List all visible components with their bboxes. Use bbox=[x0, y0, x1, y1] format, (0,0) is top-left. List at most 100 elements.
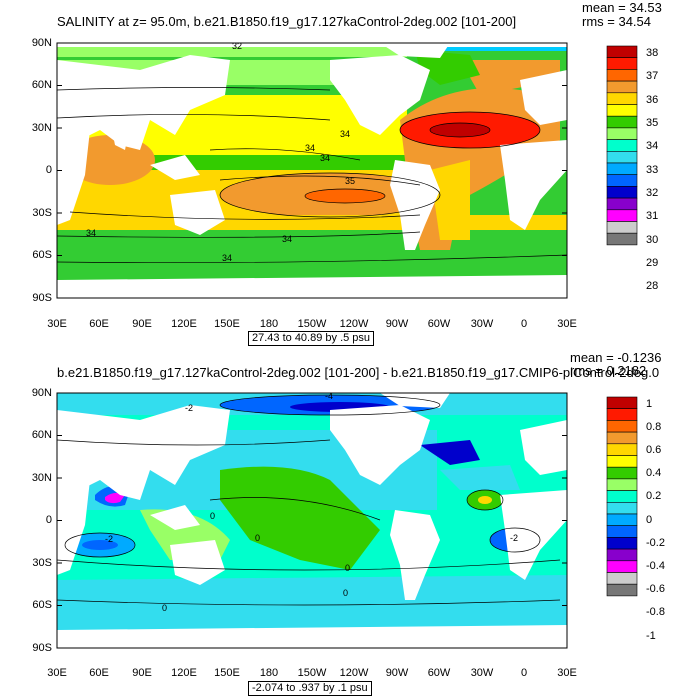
colorbar-swatch bbox=[606, 583, 638, 597]
lon-label: 120E bbox=[171, 318, 197, 330]
contour-label: -2 bbox=[105, 534, 114, 544]
colorbar-label: 0.8 bbox=[646, 421, 662, 433]
colorbar-swatch bbox=[606, 45, 638, 58]
panel2-colorbar bbox=[606, 396, 638, 597]
colorbar-swatch bbox=[606, 197, 638, 211]
panel1-title: SALINITY at z= 95.0m, b.e21.B1850.f19_g1… bbox=[57, 14, 517, 29]
colorbar-label: 0 bbox=[646, 514, 653, 526]
panel1-map bbox=[57, 43, 567, 298]
contour-label: -2 bbox=[510, 533, 519, 543]
colorbar-label: 30 bbox=[646, 234, 659, 246]
lon-label: 120W bbox=[339, 318, 369, 330]
lon-label: 60E bbox=[89, 318, 109, 330]
contour-label: 34 bbox=[86, 228, 97, 238]
colorbar-label: -0.8 bbox=[646, 606, 665, 618]
panel1-mean: mean = 34.53 bbox=[582, 0, 662, 15]
contour-label: 34 bbox=[320, 153, 331, 163]
lon-label: 30E bbox=[47, 318, 67, 330]
colorbar-label: 33 bbox=[646, 164, 659, 176]
lat-label: 60S bbox=[32, 249, 52, 261]
contour-label: -2 bbox=[185, 403, 194, 413]
colorbar-swatch bbox=[606, 69, 638, 82]
contour-label: 32 bbox=[232, 41, 243, 51]
lat-label: 90S bbox=[32, 292, 52, 304]
contour-label: 0 bbox=[162, 603, 168, 613]
lat-label: 60N bbox=[31, 429, 52, 441]
panel2-title: b.e21.B1850.f19_g17.127kaControl-2deg.00… bbox=[57, 366, 660, 380]
contour-label: -4 bbox=[325, 391, 334, 401]
panel1-rms: rms = 34.54 bbox=[582, 14, 652, 29]
colorbar-label: 0.6 bbox=[646, 444, 662, 456]
lat-label: 30N bbox=[31, 122, 52, 134]
panel2-ticks bbox=[57, 435, 567, 606]
colorbar-label: 38 bbox=[646, 47, 659, 59]
colorbar-swatch bbox=[606, 209, 638, 222]
lat-label: 90N bbox=[31, 387, 52, 399]
colorbar-swatch bbox=[606, 560, 638, 573]
colorbar-label: 34 bbox=[646, 140, 659, 152]
colorbar-swatch bbox=[606, 127, 638, 140]
lat-label: 90N bbox=[31, 37, 52, 49]
colorbar-label: 37 bbox=[646, 70, 659, 82]
colorbar-label: 1 bbox=[646, 398, 653, 410]
colorbar-swatch bbox=[606, 513, 638, 526]
panel1-ticks bbox=[57, 42, 567, 299]
panel1-land bbox=[57, 43, 567, 298]
lon-label: 150W bbox=[297, 318, 327, 330]
colorbar-swatch bbox=[606, 420, 638, 433]
colorbar-swatch bbox=[606, 478, 638, 491]
lat-label: 30N bbox=[31, 472, 52, 484]
colorbar-label: 29 bbox=[646, 257, 659, 269]
lon-label: 90W bbox=[385, 667, 409, 679]
contour-label: 34 bbox=[282, 234, 293, 244]
lon-label: 90E bbox=[132, 318, 152, 330]
lon-label: 90W bbox=[385, 318, 409, 330]
lon-label: 30E bbox=[557, 318, 577, 330]
contour-label: 34 bbox=[340, 129, 351, 139]
colorbar-swatch bbox=[606, 490, 638, 503]
lon-label: 0 bbox=[520, 318, 528, 330]
colorbar-swatch bbox=[606, 221, 638, 234]
colorbar-swatch bbox=[606, 466, 638, 480]
colorbar-swatch bbox=[606, 525, 638, 538]
contour-label: 34 bbox=[222, 253, 233, 263]
colorbar-label: 36 bbox=[646, 94, 659, 106]
lon-label: 60W bbox=[427, 667, 451, 679]
colorbar-label: -0.6 bbox=[646, 583, 665, 595]
lon-label: 180 bbox=[259, 318, 279, 330]
lon-label: 0 bbox=[520, 667, 528, 679]
colorbar-label: -1 bbox=[646, 630, 656, 642]
colorbar-label: 0.4 bbox=[646, 467, 662, 479]
lon-label: 30W bbox=[470, 667, 494, 679]
lon-label: 30E bbox=[47, 667, 67, 679]
contour-label: 0 bbox=[210, 511, 216, 521]
contour-label: 0 bbox=[343, 588, 349, 598]
colorbar-swatch bbox=[606, 431, 638, 445]
lon-label: 30E bbox=[557, 667, 577, 679]
colorbar-swatch bbox=[606, 104, 638, 117]
colorbar-swatch bbox=[606, 572, 638, 585]
panel1-range-label: 27.43 to 40.89 by .5 psu bbox=[248, 331, 375, 346]
colorbar-label: 28 bbox=[646, 280, 659, 292]
contour-label: 35 bbox=[345, 176, 356, 186]
colorbar-swatch bbox=[606, 162, 638, 175]
lat-label: 90S bbox=[32, 642, 52, 654]
lon-label: 150E bbox=[214, 667, 240, 679]
lat-label: 30S bbox=[32, 207, 52, 219]
lon-label: 90E bbox=[132, 667, 152, 679]
lat-label: 60N bbox=[31, 79, 52, 91]
lat-label: 0 bbox=[45, 514, 52, 526]
panel1-colorbar bbox=[606, 45, 638, 246]
contour-label: 34 bbox=[305, 143, 316, 153]
colorbar-label: -0.4 bbox=[646, 560, 665, 572]
colorbar-swatch bbox=[606, 115, 638, 129]
colorbar-swatch bbox=[606, 548, 638, 562]
colorbar-swatch bbox=[606, 232, 638, 246]
panel2-rms: rms = 0.2182 bbox=[570, 363, 647, 378]
colorbar-swatch bbox=[606, 408, 638, 421]
colorbar-swatch bbox=[606, 57, 638, 70]
colorbar-label: -0.2 bbox=[646, 537, 665, 549]
colorbar-swatch bbox=[606, 92, 638, 105]
lat-label: 30S bbox=[32, 557, 52, 569]
